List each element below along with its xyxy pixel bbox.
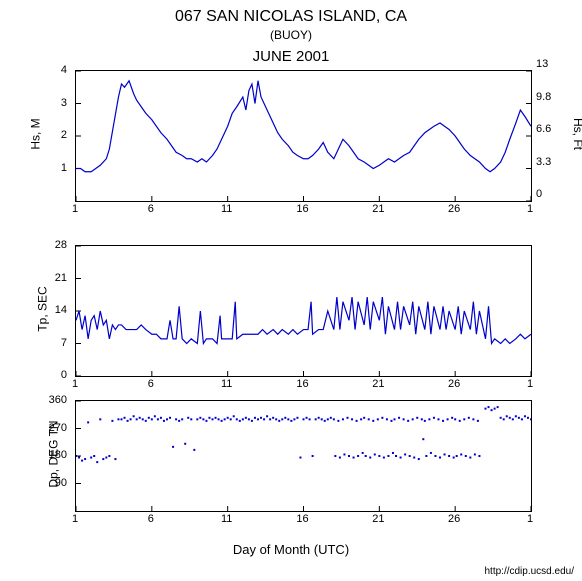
page-subtitle: (BUOY) [0,28,582,42]
xtick-label: 16 [296,378,308,390]
hs-chart [75,70,532,202]
xtick-label: 16 [296,513,308,525]
page-root: 067 SAN NICOLAS ISLAND, CA (BUOY) JUNE 2… [0,0,582,581]
xtick-label: 21 [372,513,384,525]
xtick-label: 26 [448,513,460,525]
xtick-label: 21 [372,378,384,390]
ytick-right-label: 13 [536,58,548,70]
xtick-label: 1 [527,203,533,215]
xtick-label: 11 [221,203,232,215]
xtick-label: 1 [527,378,533,390]
ytick-right-label: 6.6 [536,123,551,135]
xtick-label: 21 [372,203,384,215]
xtick-label: 1 [72,203,78,215]
xtick-label: 6 [148,513,154,525]
period-label: JUNE 2001 [0,48,582,65]
xtick-label: 16 [296,203,308,215]
xtick-label: 11 [221,378,232,390]
chart2-ylabel-left: Tp, SEC [36,286,50,331]
dp-chart [75,400,532,512]
xtick-label: 6 [148,203,154,215]
xtick-label: 6 [148,378,154,390]
xaxis-label: Day of Month (UTC) [0,542,582,557]
xtick-label: 26 [448,378,460,390]
chart1-ylabel-right: Hs, Ft [571,118,582,150]
xtick-label: 1 [72,378,78,390]
xtick-label: 11 [221,513,232,525]
xtick-label: 1 [72,513,78,525]
ytick-right-label: 0 [536,188,542,200]
ytick-right-label: 3.3 [536,156,551,168]
credit-text: http://cdip.ucsd.edu/ [484,566,574,577]
xtick-label: 1 [527,513,533,525]
xtick-label: 26 [448,203,460,215]
page-title: 067 SAN NICOLAS ISLAND, CA [0,8,582,26]
tp-chart [75,245,532,377]
chart1-ylabel-left: Hs, M [29,118,43,149]
ytick-right-label: 9.8 [536,91,551,103]
